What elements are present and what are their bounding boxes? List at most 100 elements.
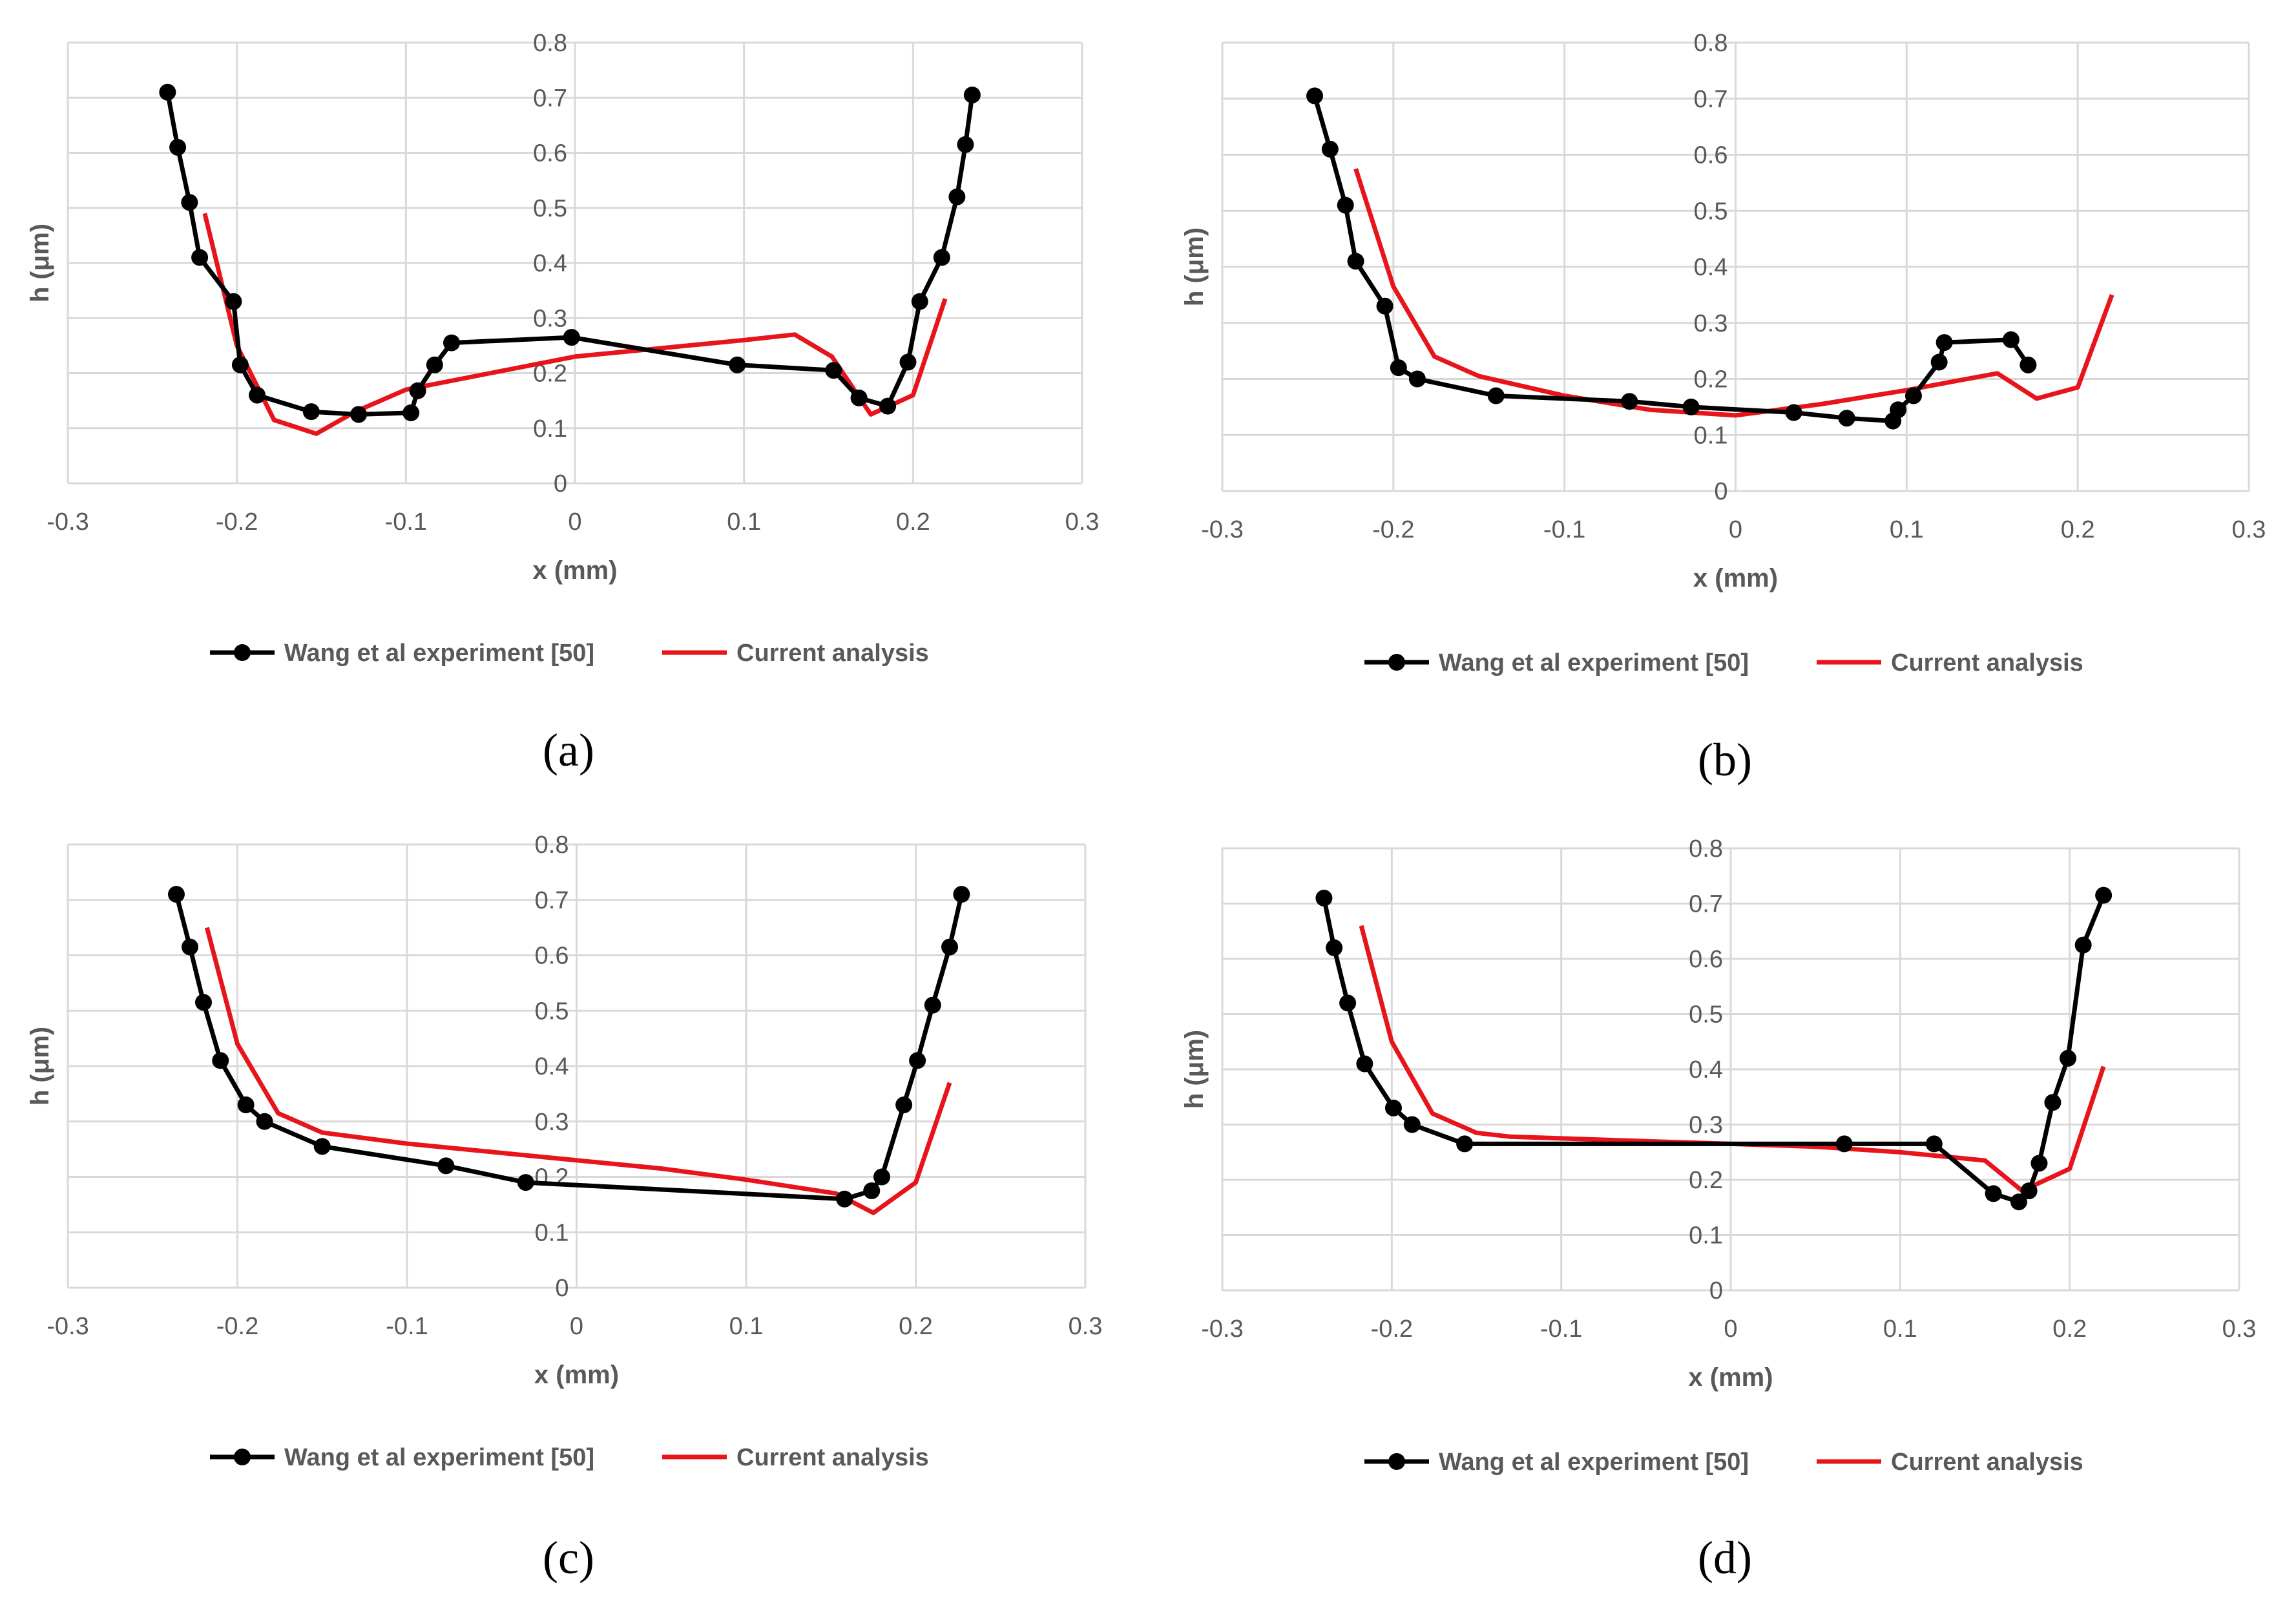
experiment-data-point — [1408, 370, 1426, 388]
experiment-data-point — [1925, 1135, 1943, 1153]
x-tick-label: 0.2 — [2052, 1315, 2087, 1343]
experiment-data-point — [1785, 404, 1802, 421]
x-axis-label: x (mm) — [1693, 564, 1778, 592]
y-tick-label: 0.4 — [533, 250, 567, 277]
experiment-data-point — [1321, 140, 1339, 158]
y-tick-label: 0.3 — [1689, 1112, 1723, 1139]
x-tick-label: -0.3 — [47, 508, 89, 536]
experiment-data-point — [850, 389, 868, 406]
legend-experiment-marker — [1388, 1453, 1405, 1470]
y-tick-label: 0.5 — [533, 195, 567, 222]
analysis-series-line — [1353, 168, 2114, 418]
experiment-data-point — [2020, 1182, 2038, 1200]
y-axis-label: h (μm) — [26, 224, 54, 302]
x-tick-label: 0.1 — [1883, 1315, 1917, 1343]
panel-label: (c) — [543, 1532, 594, 1584]
experiment-data-point — [1306, 87, 1324, 105]
experiment-data-point — [426, 356, 443, 373]
analysis-series-line — [204, 927, 952, 1215]
y-tick-label: 0.6 — [1689, 946, 1723, 973]
x-tick-label: 0.2 — [899, 1313, 933, 1340]
y-tick-label: 0.7 — [1694, 86, 1728, 113]
experiment-data-point — [911, 293, 928, 310]
y-tick-label: 0.3 — [1694, 310, 1728, 337]
legend-analysis-label: Current analysis — [1891, 1449, 2083, 1476]
experiment-data-point — [953, 886, 970, 903]
x-tick-label: 0.3 — [1065, 508, 1100, 536]
experiment-data-point — [1835, 1135, 1853, 1153]
legend-experiment-label: Wang et al experiment [50] — [284, 640, 594, 667]
y-tick-label: 0.4 — [1694, 254, 1728, 281]
experiment-data-point — [517, 1174, 534, 1191]
y-tick-label: 0.2 — [535, 1164, 569, 1191]
x-axis-label: x (mm) — [1688, 1363, 1773, 1392]
experiment-data-point — [563, 329, 580, 346]
experiment-data-point — [1326, 939, 1343, 956]
experiment-data-point — [1936, 334, 1953, 351]
experiment-data-point — [879, 397, 897, 415]
panel-label: (a) — [543, 724, 594, 776]
y-tick-label: 0.1 — [1689, 1222, 1723, 1250]
y-tick-label: 0.2 — [1694, 366, 1728, 393]
x-tick-label: -0.2 — [1371, 1315, 1413, 1343]
experiment-data-point — [941, 938, 958, 956]
experiment-data-point — [1390, 359, 1407, 377]
y-tick-label: 0.8 — [1694, 30, 1728, 57]
legend-experiment-label: Wang et al experiment [50] — [1439, 649, 1749, 676]
panel-label: (d) — [1698, 1532, 1752, 1584]
experiment-data-point — [302, 403, 320, 421]
experiment-data-point — [191, 249, 209, 266]
experiment-data-point — [1384, 1099, 1402, 1116]
y-tick-label: 0.5 — [1694, 198, 1728, 225]
experiment-data-point — [350, 406, 368, 423]
experiment-data-point — [1376, 297, 1393, 315]
experiment-data-point — [1890, 401, 1907, 419]
x-tick-label: 0.2 — [896, 508, 930, 536]
experiment-data-point — [249, 386, 266, 404]
y-tick-label: 0.3 — [535, 1109, 569, 1136]
experiment-data-point — [169, 138, 187, 156]
experiment-data-point — [729, 356, 746, 373]
x-tick-label: 0.1 — [1890, 516, 1924, 543]
y-tick-label: 0.4 — [535, 1053, 569, 1080]
x-tick-label: 0.3 — [2222, 1315, 2257, 1343]
experiment-data-point — [1985, 1185, 2002, 1202]
y-tick-label: 0.5 — [535, 998, 569, 1025]
y-tick-label: 0.2 — [1689, 1167, 1723, 1194]
experiment-data-point — [1347, 253, 1364, 270]
experiment-data-point — [443, 334, 460, 351]
y-tick-label: 0 — [554, 470, 567, 498]
x-tick-label: -0.1 — [1540, 1315, 1582, 1343]
x-tick-label: 0.3 — [1069, 1313, 1103, 1340]
x-tick-label: -0.1 — [386, 1313, 428, 1340]
panel-label: (b) — [1698, 734, 1752, 786]
chart-panel-b: 0 0.1 0.2 0.3 0.4 0.5 0.6 0.7 0.8 -0.3 -0.2 -0.1 0 0.… — [1180, 30, 2266, 786]
experiment-data-point — [1315, 889, 1333, 906]
x-tick-label: 0 — [1724, 1315, 1737, 1343]
legend-analysis-label: Current analysis — [736, 1444, 929, 1471]
x-tick-label: 0 — [1729, 516, 1742, 543]
experiment-data-point — [1487, 387, 1505, 404]
experiment-data-point — [825, 362, 842, 379]
legend-experiment-label: Wang et al experiment [50] — [284, 1444, 594, 1471]
chart-panel-a: 0 0.1 0.2 0.3 0.4 0.5 0.6 0.7 0.8 -0.3 -0.2 -0.1 0 0.… — [26, 30, 1099, 776]
x-tick-label: -0.3 — [1201, 516, 1243, 543]
y-tick-label: 0.8 — [533, 30, 567, 57]
experiment-data-point — [2095, 886, 2113, 904]
experiment-data-point — [409, 382, 426, 399]
y-tick-label: 0.7 — [1689, 891, 1723, 918]
x-tick-label: -0.3 — [47, 1313, 89, 1340]
x-tick-label: 0 — [570, 1313, 583, 1340]
experiment-data-point — [195, 994, 212, 1011]
experiment-data-point — [225, 293, 242, 310]
experiment-data-point — [924, 996, 941, 1014]
x-tick-label: -0.2 — [216, 508, 258, 536]
experiment-data-point — [2010, 1193, 2027, 1211]
experiment-data-point — [1682, 398, 1700, 415]
experiment-series-line — [174, 894, 964, 1202]
analysis-series-line — [1359, 925, 2106, 1193]
legend-experiment-marker — [234, 1449, 251, 1465]
experiment-data-point — [1339, 994, 1357, 1012]
y-tick-label: 0 — [555, 1275, 569, 1302]
